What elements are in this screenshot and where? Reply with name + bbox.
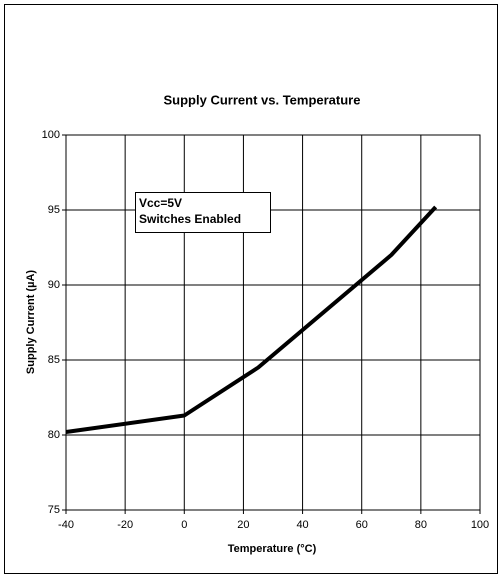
y-tick-label: 80 [48,429,60,441]
x-tick-label: 100 [471,519,489,531]
annotation-text: Vcc=5V [139,196,182,210]
y-axis-label: Supply Current (µA) [25,270,37,374]
y-tick-label: 75 [48,504,60,516]
x-axis-label: Temperature (°C) [228,543,317,555]
y-tick-label: 90 [48,279,60,291]
x-tick-label: 60 [356,519,368,531]
x-tick-label: -40 [58,519,74,531]
y-tick-label: 100 [42,129,60,141]
chart-border [4,4,498,574]
x-tick-label: -20 [117,519,133,531]
x-tick-label: 20 [237,519,249,531]
data-line [65,205,438,434]
chart-title: Supply Current vs. Temperature [164,92,361,107]
y-tick-label: 95 [48,204,60,216]
annotation-box [135,192,271,233]
x-tick-label: 0 [181,519,187,531]
y-tick-label: 85 [48,354,60,366]
annotation-text: Switches Enabled [139,212,241,226]
plot-border [65,134,481,511]
x-tick-label: 40 [296,519,308,531]
x-tick-label: 80 [415,519,427,531]
